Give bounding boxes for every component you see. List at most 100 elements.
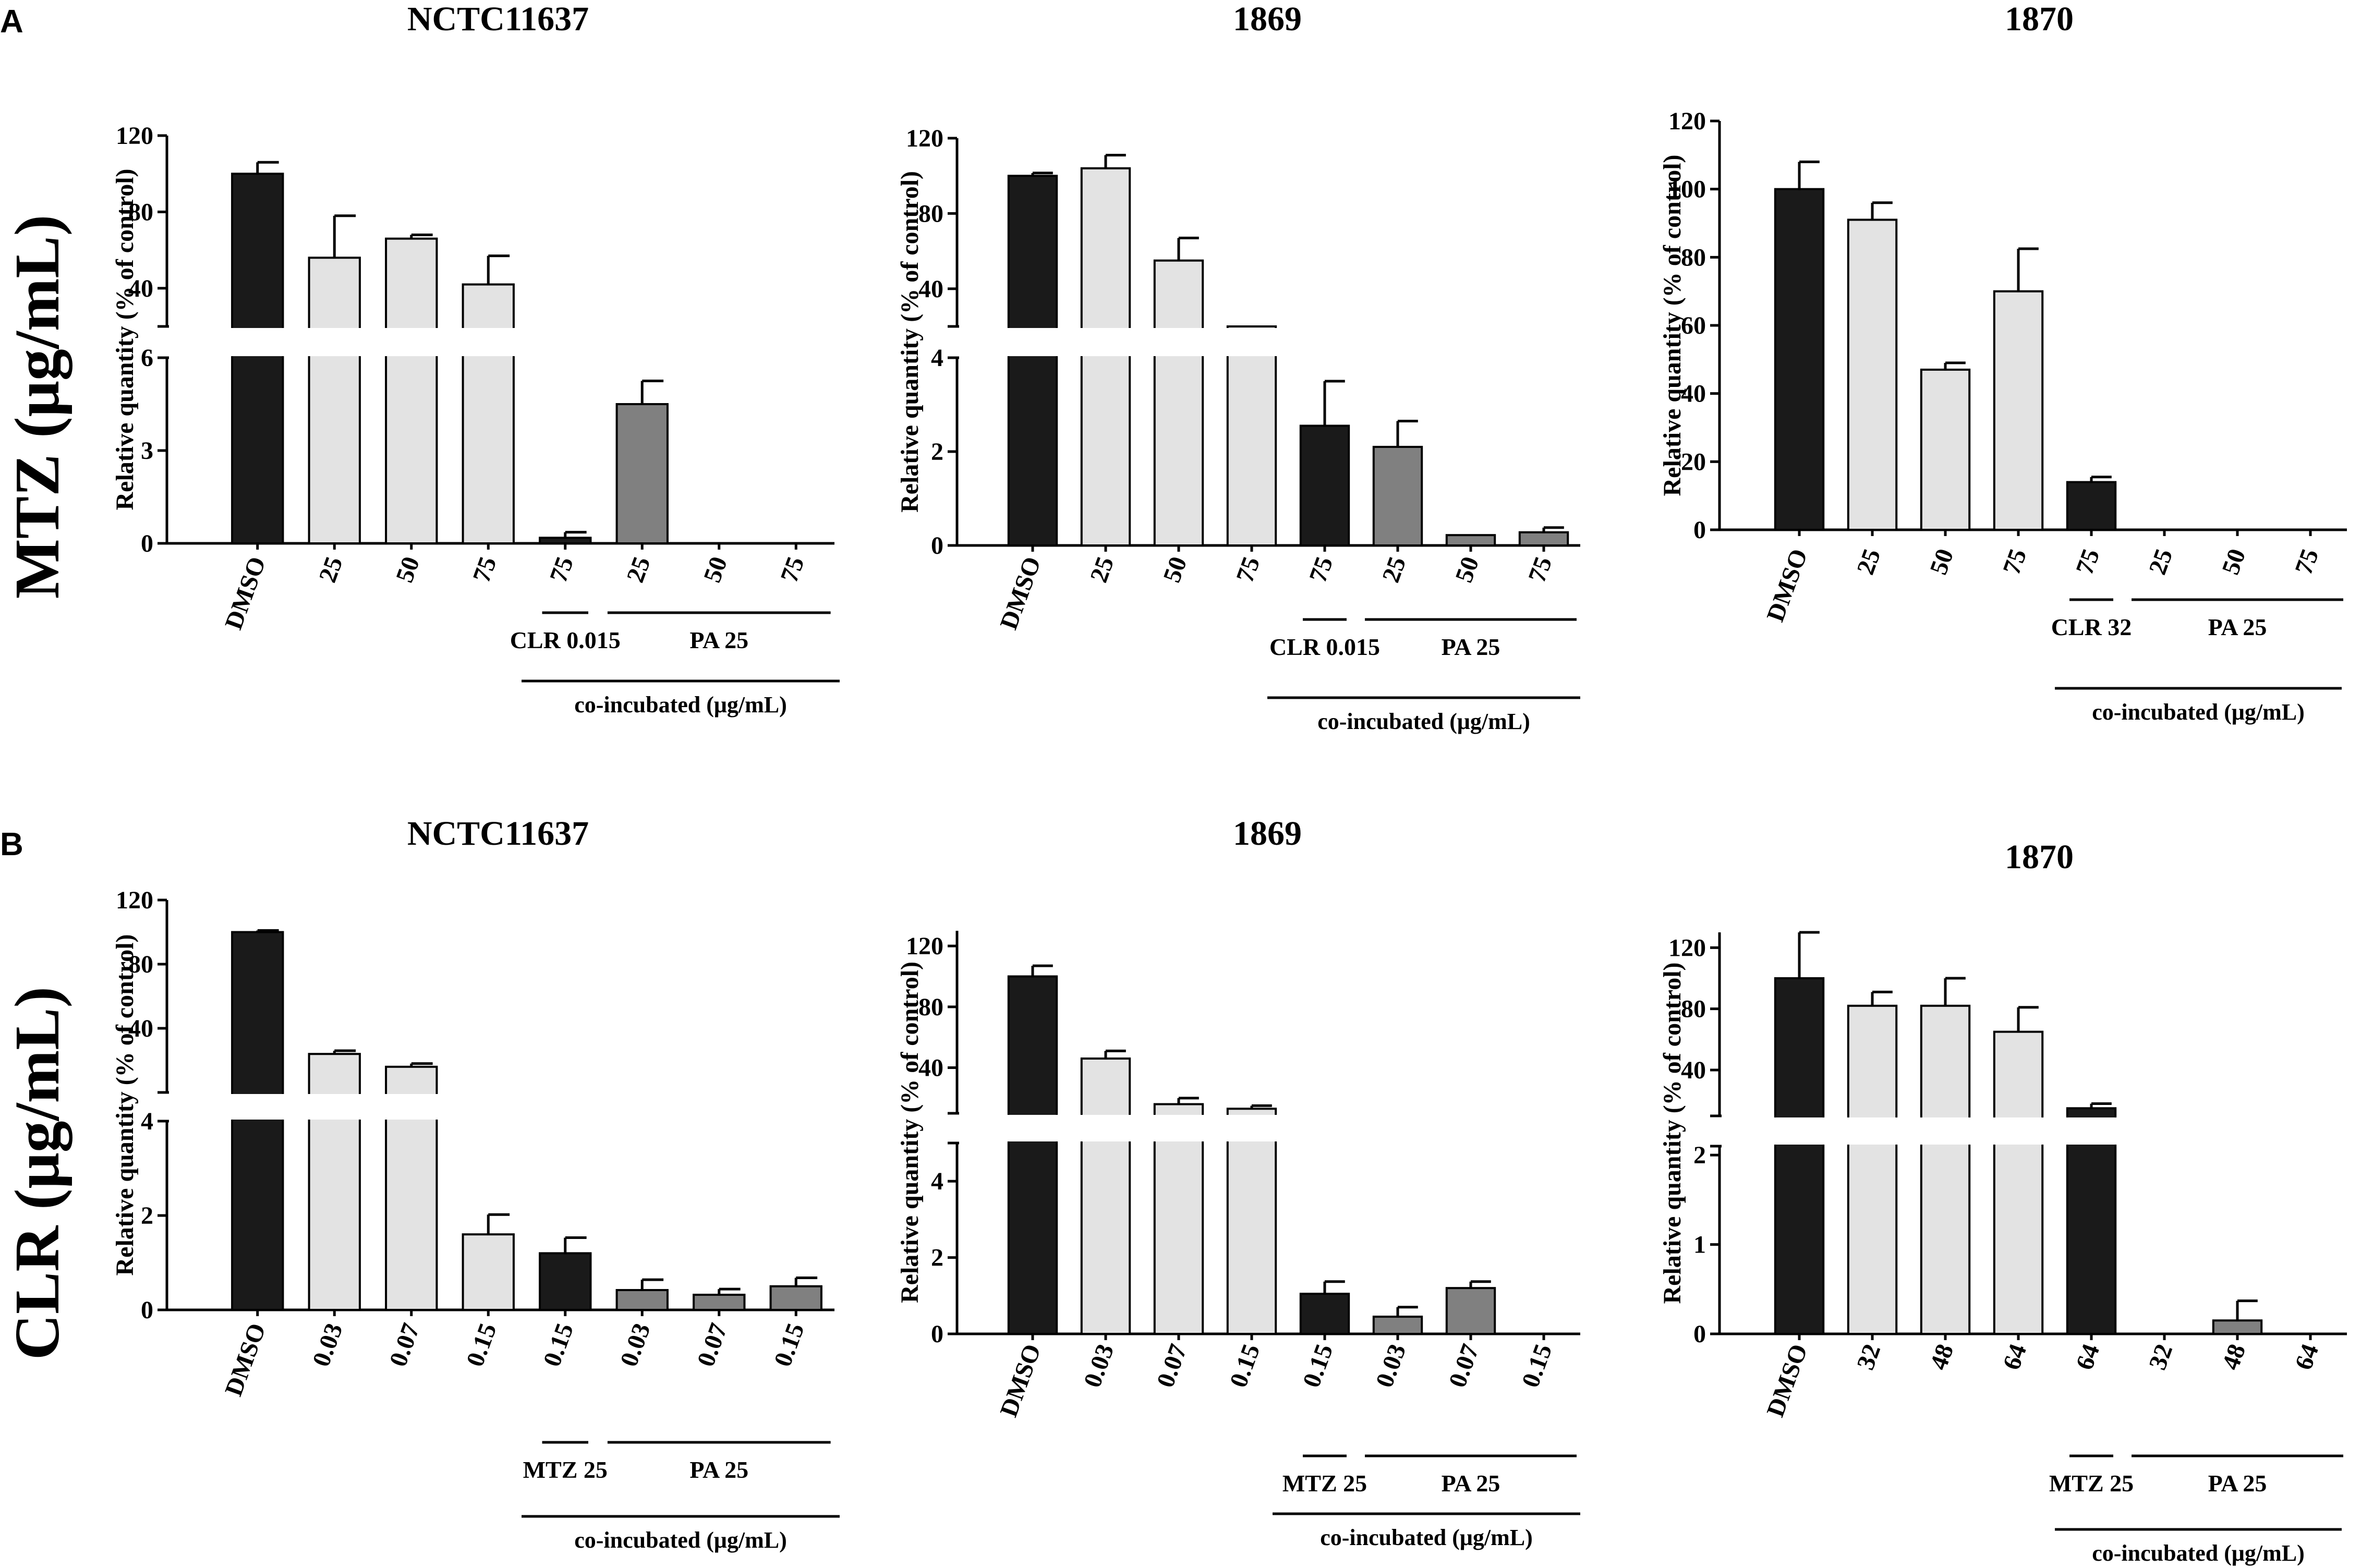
bar-single: [1993, 290, 2044, 531]
chart-b-1870: 1870 Relative quantity (% of control)40 80…: [1658, 838, 2350, 1566]
bar-pa_co: [769, 1285, 822, 1311]
bar-dmso: [1774, 188, 1825, 531]
y-tick-label: 40: [128, 275, 153, 302]
x-tick-label: 25: [1377, 553, 1411, 586]
y-axis-label: Relative quantity (% of control): [1658, 154, 1686, 496]
panel-letter-b: B: [0, 826, 23, 862]
y-axis-label: Relative quantity (% of control): [1658, 962, 1686, 1304]
bar-pa_co: [1372, 446, 1423, 546]
group-label: PA 25: [1442, 1470, 1500, 1497]
x-tick-label: 64: [2071, 1341, 2105, 1373]
y-axis-label: Relative quantity (% of control): [896, 962, 924, 1303]
x-tick-label: 0.03: [615, 1320, 656, 1370]
axis-break-gap: [170, 328, 838, 356]
x-tick-label: 0.07: [384, 1320, 426, 1370]
x-tick-label: 50: [1450, 553, 1484, 586]
y-tick-label: 40: [918, 275, 943, 303]
x-tick-label: 75: [1997, 545, 2032, 578]
y-tick-label: 0: [931, 532, 943, 560]
group-label: PA 25: [2208, 1470, 2267, 1497]
bar-single: [1847, 218, 1898, 531]
y-tick-label: 0: [1693, 1320, 1706, 1348]
x-tick-label: 25: [1085, 553, 1119, 586]
x-tick-label: DMSO: [220, 1320, 271, 1400]
x-tick-label: 0.07: [1152, 1341, 1193, 1391]
x-tick-label: 0.15: [1298, 1341, 1339, 1391]
chart-title: 1869: [1233, 0, 1302, 38]
chart-b-nctc11637: NCTC11637 Relative quantity (% of control…: [111, 815, 840, 1553]
x-tick-label: 0.03: [1079, 1341, 1120, 1391]
y-tick-label: 4: [931, 1168, 943, 1195]
charts-container: NCTC11637 Relative quantity (% of control…: [111, 0, 2350, 1566]
x-tick-label: 64: [1997, 1341, 2032, 1373]
x-tick-label: 25: [621, 553, 656, 586]
bar-single: [1920, 1004, 1971, 1335]
bar-pa_co: [693, 1294, 746, 1311]
bar-single: [1153, 1103, 1204, 1335]
y-tick-label: 40: [1681, 1056, 1706, 1084]
y-tick-label: 120: [906, 932, 943, 960]
y-tick-label: 4: [141, 1108, 153, 1135]
y-tick-label: 40: [918, 1054, 943, 1082]
y-tick-label: 120: [1668, 934, 1706, 962]
bar-dmso: [231, 931, 284, 1311]
group-label: PA 25: [2208, 614, 2267, 640]
x-tick-label: 0.15: [769, 1320, 810, 1370]
bar-clr_co: [2066, 481, 2117, 531]
y-tick-label: 2: [931, 438, 943, 466]
group-label: CLR 0.015: [510, 627, 621, 653]
y-tick-label: 60: [1681, 312, 1706, 339]
x-tick-label: 75: [1231, 553, 1265, 586]
x-tick-label: 0.15: [1517, 1341, 1558, 1391]
co-incubated-label: co-incubated (μg/mL): [2092, 1540, 2304, 1566]
y-tick-label: 2: [141, 1202, 153, 1230]
axis-break-gap: [960, 1115, 1583, 1141]
bar-dmso: [1007, 175, 1058, 546]
x-tick-label: 32: [1851, 1341, 1886, 1373]
group-label: MTZ 25: [523, 1456, 608, 1483]
x-tick-label: 50: [391, 553, 425, 586]
x-tick-label: 75: [2290, 545, 2324, 578]
co-incubated-label: co-incubated (μg/mL): [574, 1527, 786, 1553]
x-tick-label: DMSO: [995, 1341, 1046, 1420]
x-tick-label: 0.03: [307, 1320, 348, 1370]
group-label: PA 25: [689, 627, 748, 653]
y-tick-label: 1: [1693, 1231, 1706, 1259]
bar-pa_co: [1372, 1316, 1423, 1335]
co-incubated-label: co-incubated (μg/mL): [574, 692, 786, 718]
x-tick-label: 50: [2217, 545, 2251, 578]
bar-pa_co: [1518, 531, 1569, 546]
y-tick-label: 0: [1693, 516, 1706, 544]
x-tick-label: 75: [1304, 553, 1338, 586]
x-tick-label: 75: [2071, 545, 2105, 578]
y-tick-label: 80: [918, 200, 943, 227]
bar-dmso: [1007, 975, 1058, 1335]
bar-single: [1993, 1030, 2044, 1335]
y-tick-label: 0: [141, 1296, 153, 1324]
y-tick-label: 100: [1668, 176, 1706, 203]
y-tick-label: 2: [931, 1244, 943, 1272]
bar-pa_co: [615, 1289, 669, 1311]
bar-pa_co: [1445, 1287, 1496, 1335]
y-tick-label: 80: [918, 993, 943, 1021]
group-label: PA 25: [1442, 634, 1500, 660]
y-tick-label: 120: [906, 125, 943, 152]
co-incubated-label: co-incubated (μg/mL): [2092, 699, 2304, 725]
x-tick-label: DMSO: [220, 553, 271, 633]
co-incubated-label: co-incubated (μg/mL): [1320, 1525, 1532, 1550]
bar-clr_co: [539, 537, 592, 544]
x-tick-label: DMSO: [995, 553, 1046, 633]
chart-a-nctc11637: NCTC11637 Relative quantity (% of control…: [111, 0, 840, 718]
y-tick-label: 120: [116, 886, 153, 914]
bar-single: [1920, 368, 1971, 531]
bar-clr_co: [539, 1252, 592, 1311]
bar-single: [385, 237, 438, 544]
chart-title: 1870: [2005, 838, 2074, 876]
x-tick-label: DMSO: [1761, 545, 1813, 625]
chart-title: NCTC11637: [407, 0, 589, 38]
y-tick-label: 2: [1693, 1141, 1706, 1169]
bar-single: [1080, 1058, 1131, 1335]
bar-single: [308, 257, 361, 544]
y-tick-label: 80: [128, 951, 153, 978]
